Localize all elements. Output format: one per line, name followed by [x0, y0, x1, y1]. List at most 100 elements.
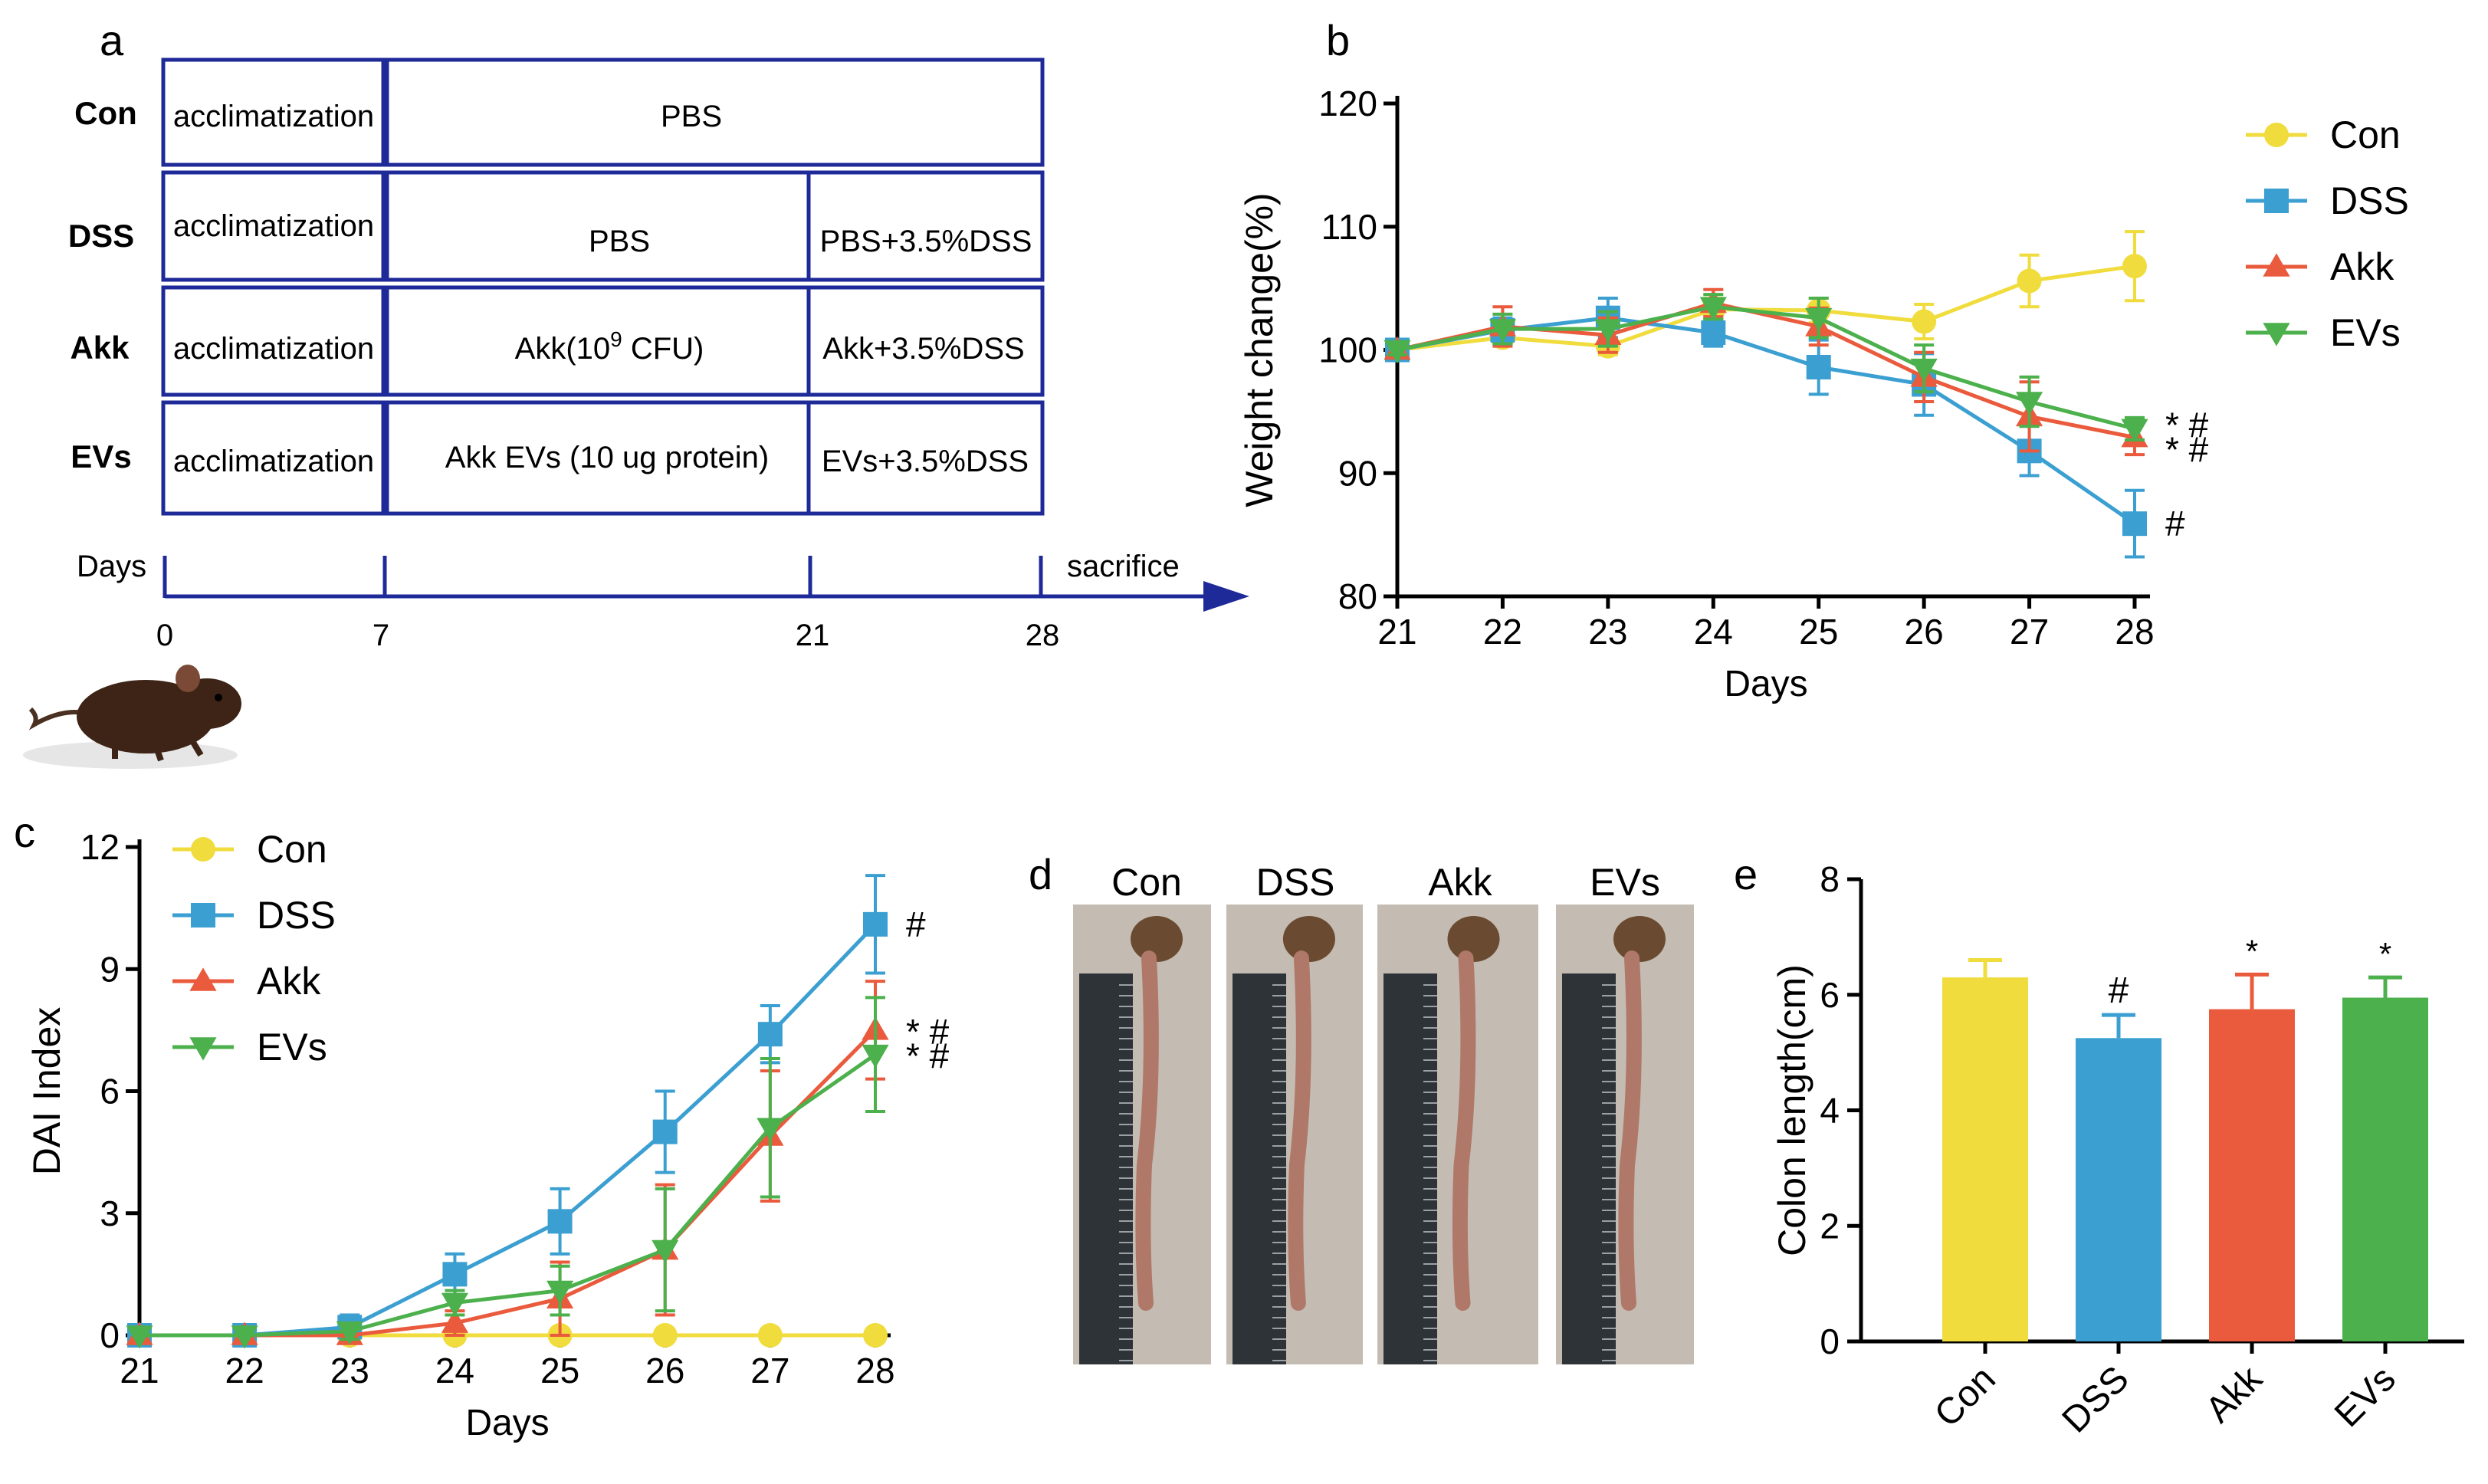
ruler [1079, 973, 1133, 1364]
panel-letter-a: a [100, 16, 124, 64]
y-tick-label: 6 [100, 1072, 120, 1111]
data-point [1805, 307, 1833, 332]
ruler [1233, 973, 1286, 1364]
ruler [1383, 973, 1437, 1364]
x-tick-label: 22 [1483, 612, 1522, 652]
timeline-end-label: sacrifice [1067, 550, 1180, 583]
legend-label: DSS [2330, 179, 2409, 222]
dai-index-chart: 0 3 6 9 12 21 22 23 24 25 26 27 28 Days DAI Index # * #*… [25, 827, 950, 1443]
significance-annotation: * # [906, 1012, 950, 1052]
y-tick-label: 80 [1338, 576, 1377, 616]
x-tick-label: Akk [2198, 1358, 2271, 1431]
x-tick-label: 25 [540, 1351, 579, 1390]
data-point [441, 1292, 469, 1317]
data-point [757, 1118, 784, 1141]
timeline-arrowhead [1203, 581, 1249, 612]
colon-cecum [1131, 916, 1183, 962]
schematic-cell: acclimatization [173, 332, 374, 366]
data-point [442, 1262, 468, 1287]
data-point [1489, 319, 1517, 343]
data-point [1594, 319, 1622, 343]
data-point [1806, 355, 1831, 380]
x-tick-label: DSS [2055, 1358, 2137, 1440]
colon-cecum [1613, 916, 1666, 962]
x-tick-label: 28 [855, 1351, 894, 1390]
schematic-cell: acclimatization [173, 209, 374, 243]
legend-marker [2263, 253, 2290, 277]
panel-letter-c: c [14, 808, 35, 856]
legend-marker [2264, 189, 2289, 213]
x-axis-label: Days [1724, 664, 1807, 704]
data-point [1383, 340, 1411, 364]
akk-dose-prefix: Akk(10 [515, 332, 611, 366]
schematic-dss-dss-box [806, 170, 1045, 282]
schematic: Con DSS Akk EVs acclimatization PBS accl… [23, 57, 1249, 769]
data-point [1910, 358, 1938, 382]
colon-tissue [1618, 950, 1642, 1311]
legend-label: EVs [257, 1026, 327, 1069]
schematic-cell: acclimatization [173, 445, 374, 478]
significance-annotation: * # [2165, 430, 2209, 470]
timeline-tick-label: 28 [1026, 619, 1060, 652]
x-tick-label: 24 [435, 1351, 474, 1390]
schematic-group-label: Con [74, 95, 137, 131]
x-tick-label: 25 [1799, 612, 1838, 652]
y-tick-label: 0 [1820, 1321, 1840, 1361]
schematic-group-label: Akk [70, 330, 130, 366]
schematic-cell: Akk+3.5%DSS [822, 332, 1024, 366]
schematic-cell: acclimatization [173, 100, 374, 133]
schematic-cell: Akk(109 CFU) [515, 327, 704, 366]
x-tick-label: 23 [1588, 612, 1627, 652]
data-point [1699, 297, 1727, 320]
data-point [652, 1119, 678, 1144]
data-point [1912, 309, 1937, 334]
data-point [863, 1323, 888, 1348]
data-point [757, 1022, 783, 1047]
data-point [546, 1280, 574, 1305]
y-tick-label: 0 [100, 1315, 120, 1355]
timeline-label: Days [77, 550, 146, 583]
legend-marker [191, 837, 215, 862]
x-tick-label: EVs [2327, 1358, 2404, 1435]
x-tick-label: 26 [645, 1351, 684, 1390]
x-tick-label: 24 [1694, 612, 1733, 652]
colon-length-chart: 0 2 4 6 8 Colon length(cm) Con DSS # Akk * EVs * [1771, 859, 2464, 1441]
colon-photo-con [1073, 905, 1211, 1364]
bar-dss [2076, 1038, 2161, 1341]
x-tick-label: 23 [330, 1351, 369, 1390]
schematic-cell: EVs+3.5%DSS [822, 445, 1029, 478]
legend-label: Con [257, 828, 327, 871]
colon-photos: Con DSS Akk EVs [1073, 861, 1694, 1364]
timeline-tick-label: 21 [796, 619, 830, 652]
data-point [2015, 392, 2043, 415]
legend-marker [189, 1037, 217, 1061]
colon-photo-akk [1377, 905, 1538, 1364]
schematic-cell: PBS [661, 100, 722, 133]
data-point [862, 1044, 889, 1069]
photo-label: Akk [1428, 861, 1492, 904]
y-tick-label: 12 [80, 827, 120, 867]
akk-dose-suffix: CFU) [622, 332, 704, 366]
colon-cecum [1282, 916, 1335, 962]
colon-photo-evs [1556, 905, 1694, 1364]
timeline-tick-label: 0 [156, 619, 173, 652]
data-point [2121, 419, 2148, 442]
y-tick-label: 3 [100, 1193, 120, 1233]
legend-marker [191, 903, 215, 927]
colon-tissue [1288, 950, 1311, 1311]
schematic-group-label: EVs [71, 438, 131, 474]
data-point [441, 1309, 469, 1333]
colon-photo-dss [1226, 905, 1363, 1364]
significance-annotation: # [2109, 970, 2129, 1011]
series-line [139, 1029, 877, 1338]
akk-dose-exponent: 9 [610, 327, 622, 351]
data-point [2017, 268, 2042, 294]
panel-letter-d: d [1029, 850, 1052, 898]
legend-label: EVs [2330, 311, 2401, 354]
legend-label: DSS [257, 894, 336, 937]
y-tick-label: 4 [1820, 1091, 1840, 1131]
y-axis-label: Colon length(cm) [1771, 964, 1813, 1256]
y-tick-label: 6 [1820, 975, 1840, 1015]
significance-annotation: * [2246, 933, 2258, 969]
colon-tissue [1135, 950, 1159, 1311]
